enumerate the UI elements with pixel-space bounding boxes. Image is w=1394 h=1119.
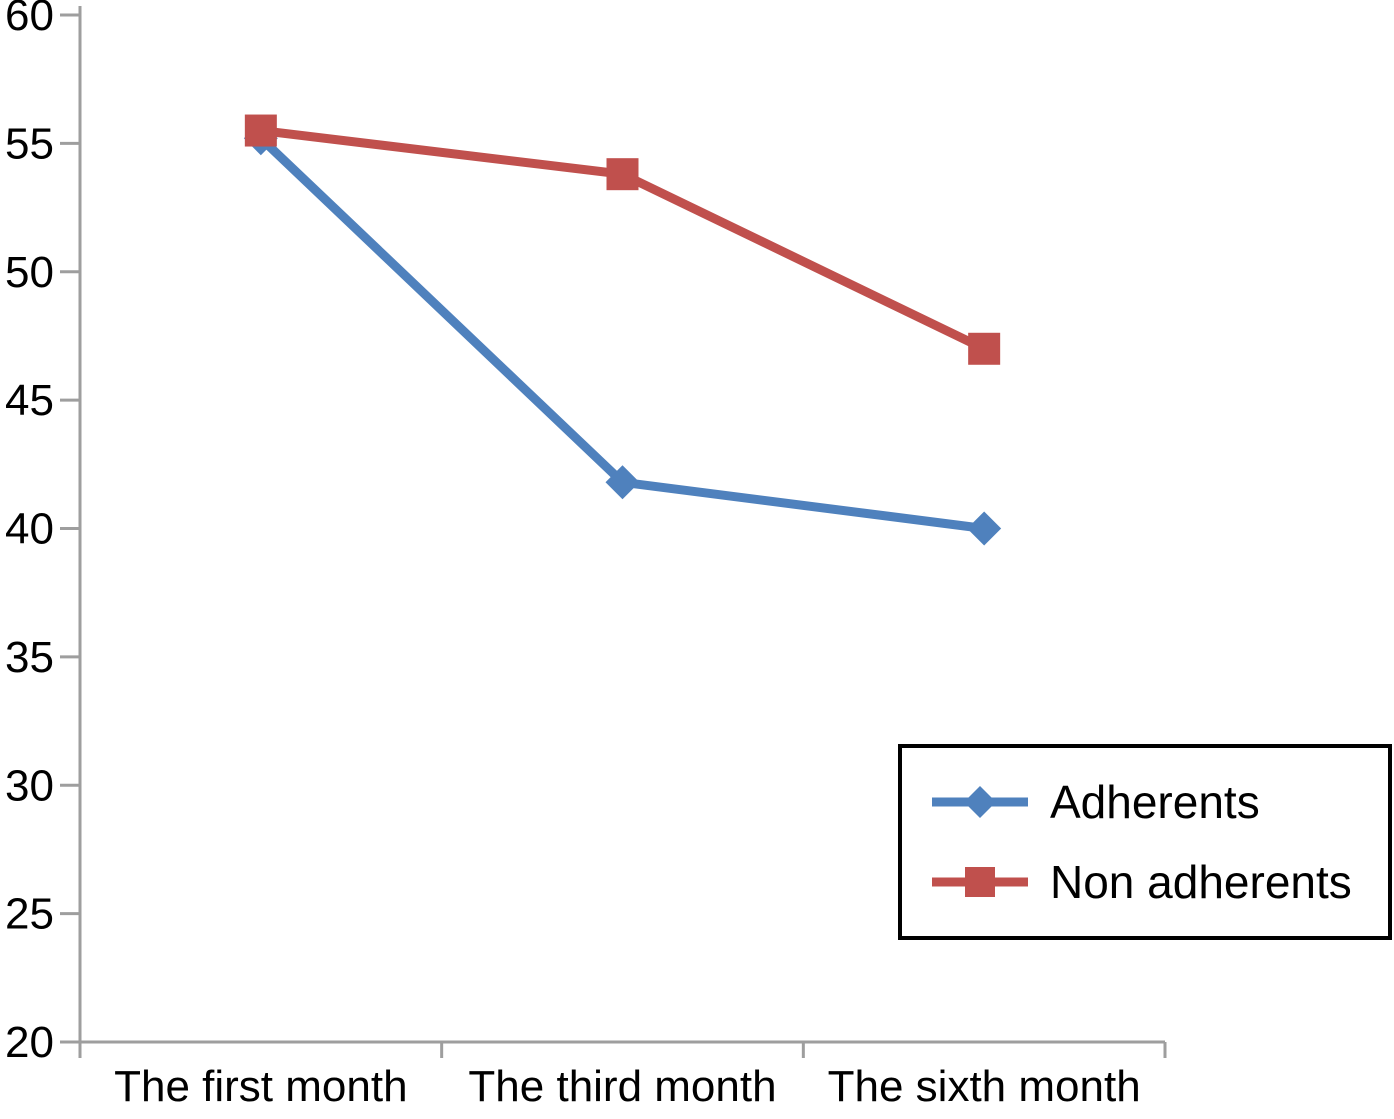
adherents-diamond-marker-icon [967, 511, 1002, 546]
y-tick-label: 20 [5, 1018, 54, 1067]
adherents-diamond-marker-icon [605, 465, 640, 500]
x-category-label: The sixth month [828, 1062, 1141, 1111]
y-tick-label: 30 [5, 761, 54, 810]
y-tick-label: 50 [5, 248, 54, 297]
legend: Adherents Non adherents [898, 744, 1392, 940]
legend-label-adherents: Adherents [1050, 775, 1260, 828]
y-tick-label: 60 [5, 0, 54, 40]
non-adherents-square-marker-icon [606, 158, 639, 191]
x-category-label: The third month [468, 1062, 776, 1111]
y-tick-label: 45 [5, 376, 54, 425]
y-tick-label: 55 [5, 119, 54, 168]
y-tick-label: 35 [5, 633, 54, 682]
diamond-marker-icon [932, 785, 1028, 818]
non-adherents-square-marker-icon [968, 332, 1001, 365]
legend-entry-non-adherents: Non adherents [932, 855, 1388, 909]
x-category-label: The first month [114, 1062, 407, 1111]
y-tick-label: 25 [5, 890, 54, 939]
y-tick-label: 40 [5, 505, 54, 554]
square-marker-icon [932, 867, 1028, 898]
legend-label-non-adherents: Non adherents [1050, 856, 1352, 909]
legend-entry-adherents: Adherents [932, 775, 1388, 829]
non-adherents-square-marker-icon [244, 114, 277, 147]
